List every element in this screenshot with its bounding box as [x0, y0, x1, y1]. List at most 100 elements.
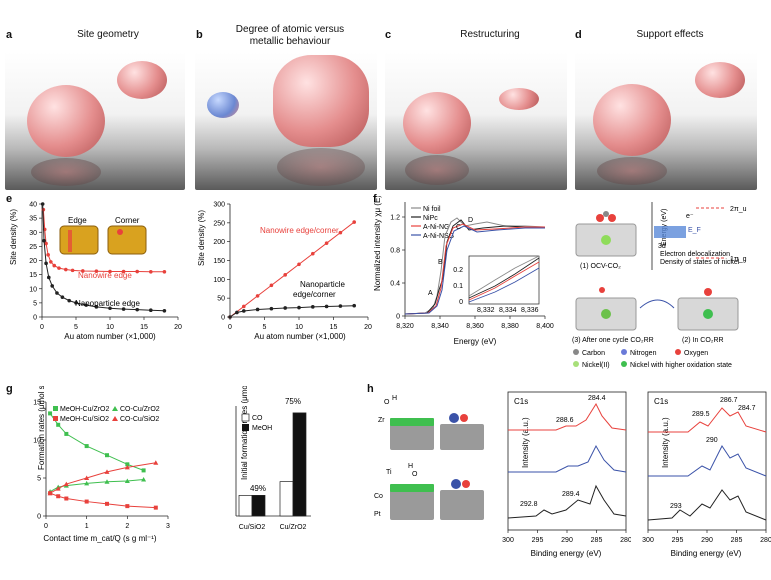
data-point [125, 504, 130, 509]
series-line-3 [49, 462, 156, 494]
data-point [324, 241, 329, 245]
chart-h-mid: C1s Intensity (a.u.) Binding energy (eV)… [502, 391, 631, 558]
x-tick-label: 8,380 [501, 323, 519, 330]
panel-label-a: a [6, 29, 13, 41]
g-legend-0: MeOH-Cu/ZrO2 [60, 406, 110, 413]
f-peak-C: C [456, 224, 461, 231]
data-point [141, 477, 147, 482]
x-tick-label: 1 [85, 523, 89, 530]
inset-edge-nanowire [59, 225, 99, 255]
y-tick-label: 0 [221, 315, 225, 322]
panel-label-b: b [196, 29, 203, 41]
oxygen-atom [596, 214, 604, 222]
data-point [311, 251, 315, 256]
legend-co-icon [241, 413, 250, 422]
legend-oxygen-icon [675, 349, 681, 355]
e-right-series-label-1b: edge/corner [293, 290, 336, 299]
data-point [255, 307, 260, 312]
g-right-ylabel: Initial formation rates (μmol s⁻¹ g_Cu⁻¹… [240, 386, 249, 480]
f-spectrum-a-ni-ng [404, 223, 545, 315]
chart-e: 0 5 10 15 20 25 30 35 40 0 5 10 15 20 Site density (… [9, 202, 372, 342]
h-right-spectrum-red [648, 407, 767, 433]
x-tick-label: 0 [44, 523, 48, 530]
x-tick-label: 295 [672, 537, 684, 544]
g-right-annot-0: 49% [250, 484, 266, 493]
legend-co-zr-icon [112, 406, 118, 411]
data-point [153, 460, 159, 465]
f-inset-blue [468, 267, 540, 303]
h-mid-peak-3: 289.4 [562, 491, 580, 498]
bar-meoh-1 [292, 412, 307, 517]
g-right-annot-1: 75% [285, 397, 301, 406]
e-left-ylabel: Site density (%) [9, 209, 18, 265]
x-tick-label: 300 [502, 537, 514, 544]
inset-label-corner: Corner [115, 216, 140, 225]
g-legend-2: MeOH-Cu/SiO2 [60, 416, 109, 423]
y-tick-label: 25 [29, 244, 37, 251]
ti-model [390, 479, 484, 520]
data-point [124, 478, 130, 484]
h-label-o: O [384, 399, 390, 406]
data-point [44, 241, 48, 246]
data-point [84, 444, 89, 449]
chart-h-right: C1s Intensity (a.u.) Binding energy (eV)… [642, 391, 771, 558]
x-tick-label: 285 [591, 537, 603, 544]
reflection [597, 157, 667, 185]
h-schematic: Zr O H Ti H O Co Pt [374, 395, 484, 520]
f-inset-gray [468, 255, 540, 297]
y-tick-label: 300 [213, 202, 225, 209]
sheet-3 [575, 287, 637, 331]
data-point [235, 310, 239, 315]
panel-title-b-line1: Degree of atomic versus [235, 24, 345, 35]
x-tick-label: 0 [40, 324, 44, 331]
series-line-0 [42, 209, 165, 273]
data-point [228, 315, 232, 319]
panel-title-d: Support effects [636, 29, 704, 40]
e-left-series-label-1: Nanoparticle edge [75, 299, 140, 308]
data-point [64, 267, 68, 272]
panel-label-h: h [367, 383, 374, 395]
oxygen-atom [608, 214, 616, 222]
f-spectrum-a-ni-nsg [404, 225, 545, 315]
x-tick-label: 280 [620, 537, 631, 544]
data-point [94, 269, 99, 274]
dos-band [654, 226, 686, 238]
x-tick-label: 3 [166, 523, 170, 530]
data-point [42, 238, 46, 243]
data-point [242, 309, 246, 313]
energy-diagram: Energy (eV) 3d Electron delocalization D… [651, 202, 747, 270]
data-point [55, 291, 59, 295]
f-legend-1: NiPc [423, 215, 438, 222]
f-inset-xtick-1: 8,334 [499, 307, 517, 314]
y-tick-label: 5 [37, 476, 41, 483]
legend-oxygen: Oxygen [684, 350, 708, 357]
data-point [125, 462, 130, 467]
h-right-spectrum-black [647, 489, 767, 521]
x-tick-label: 8,340 [431, 323, 449, 330]
f-inset-xtick-0: 8,332 [477, 307, 495, 314]
data-point [149, 308, 153, 313]
h-label-pt: Pt [374, 511, 381, 518]
oxygen-atom [704, 288, 712, 296]
data-point [149, 270, 153, 274]
h-label-o2: O [412, 471, 418, 478]
scene-b-image [195, 52, 377, 190]
legend-meoh-icon [242, 424, 249, 431]
y-tick-label: 20 [29, 258, 37, 265]
f-inset-ytick-0: 0 [459, 299, 463, 306]
legend-nickel-high-icon [621, 361, 627, 367]
f-inset-frame [468, 255, 540, 305]
panel-label-e: e [6, 193, 13, 205]
data-point [56, 494, 61, 499]
inset-corner-highlight [117, 229, 123, 235]
cluster-small [499, 88, 539, 110]
y-tick-label: 10 [33, 438, 41, 445]
g-right-cat-1: Cu/ZrO2 [280, 524, 307, 531]
x-tick-label: 10 [106, 324, 114, 331]
e-right-axes: 0 50 100 150 200 250 300 0 5 10 15 20 Site density… [197, 202, 372, 342]
data-point [67, 298, 71, 303]
data-point [40, 202, 45, 206]
legend-nickel-high: Nickel with higher oxidation state [630, 362, 732, 369]
data-point [48, 411, 53, 416]
f-inset-red [468, 261, 540, 301]
